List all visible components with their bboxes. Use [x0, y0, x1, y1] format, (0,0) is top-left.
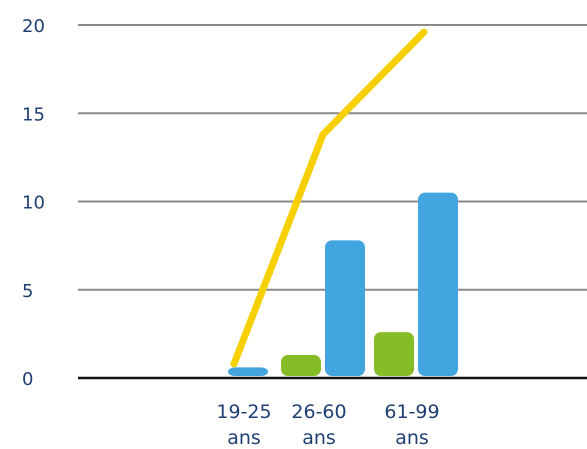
x-tick-label: 61-99 ans — [384, 401, 439, 449]
y-tick-label: 10 — [22, 193, 45, 214]
line-series — [230, 28, 428, 368]
bar — [281, 355, 321, 376]
x-tick-label: 26-60 ans — [291, 401, 346, 449]
y-tick-label: 20 — [22, 16, 45, 37]
y-tick-label: 0 — [22, 369, 33, 390]
y-axis-tick-labels: 0 5 10 15 20 — [22, 16, 45, 390]
y-tick-label: 15 — [22, 104, 45, 125]
bar — [418, 192, 458, 376]
bars — [228, 192, 458, 376]
x-axis-category-labels: 19-25 ans 26-60 ans 61-99 ans — [216, 401, 439, 449]
y-tick-label: 5 — [22, 281, 33, 302]
x-tick-label: 19-25 ans — [216, 401, 271, 449]
bar — [374, 332, 414, 376]
bar — [325, 240, 365, 376]
gridlines — [78, 24, 587, 380]
bar — [228, 367, 268, 376]
